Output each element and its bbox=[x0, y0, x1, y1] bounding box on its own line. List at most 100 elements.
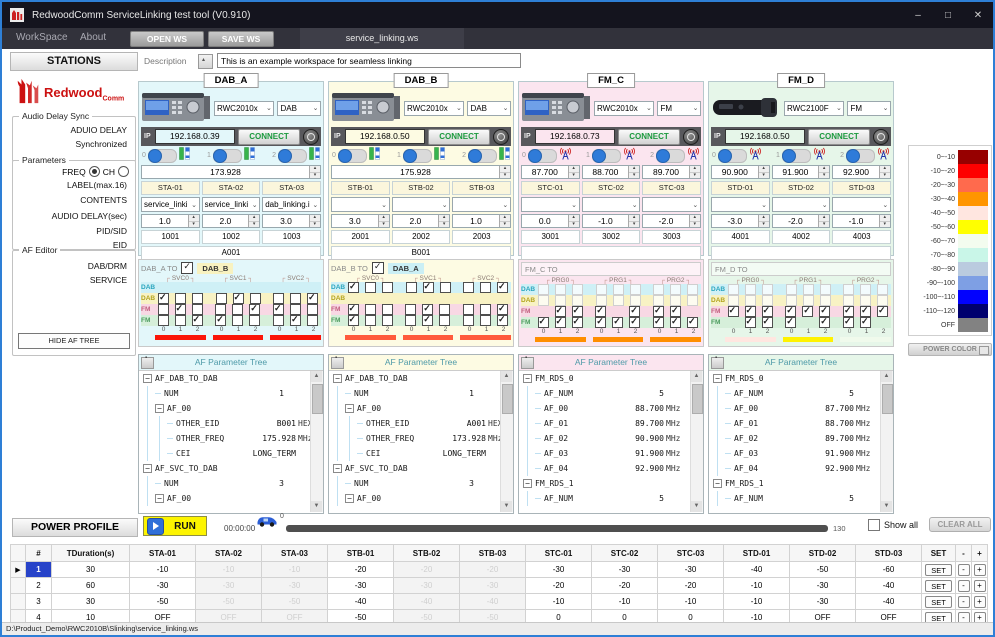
power-cell[interactable]: -40 bbox=[393, 593, 460, 610]
spin-down-icon[interactable]: ▾ bbox=[378, 221, 389, 227]
af-checkbox[interactable] bbox=[405, 304, 417, 315]
spin-down-icon[interactable]: ▾ bbox=[568, 172, 579, 178]
af-checkbox[interactable] bbox=[158, 292, 169, 304]
af-partner-checkbox[interactable] bbox=[371, 261, 384, 274]
frequency-field[interactable]: 92.900 ▴ ▾ bbox=[832, 165, 891, 179]
spin-down-icon[interactable]: ▾ bbox=[188, 221, 199, 227]
af-checkbox[interactable] bbox=[381, 304, 393, 315]
pid-sid-field[interactable]: 3003 bbox=[642, 230, 702, 244]
tree-expand-icon[interactable]: − bbox=[523, 374, 532, 383]
contents-select[interactable]: ⌄ bbox=[391, 197, 451, 212]
power-cell[interactable]: -50 bbox=[195, 593, 262, 610]
frequency-field[interactable]: 175.928 ▴ ▾ bbox=[331, 165, 511, 179]
tree-expand-icon[interactable]: − bbox=[143, 374, 152, 383]
spin-up-icon[interactable]: ▴ bbox=[378, 215, 389, 222]
af-checkbox[interactable] bbox=[290, 293, 301, 304]
contents-select[interactable]: service_linki ⌄ bbox=[141, 197, 200, 212]
spin-down-icon[interactable]: ▾ bbox=[879, 221, 890, 227]
ip-input[interactable]: 192.168.0.73 bbox=[534, 129, 615, 144]
power-cell[interactable]: -10 bbox=[657, 593, 724, 610]
save-ws-button[interactable]: SAVE WS bbox=[208, 31, 274, 47]
duration-cell[interactable]: 30 bbox=[51, 561, 130, 578]
af-checkbox[interactable] bbox=[595, 316, 607, 328]
eid-field[interactable]: A001 bbox=[141, 246, 321, 260]
station-label-field[interactable]: STA-03 bbox=[262, 181, 322, 195]
pid-sid-field[interactable]: 2002 bbox=[391, 230, 451, 244]
contents-select[interactable]: ⌄ bbox=[771, 197, 831, 212]
tree-expand-icon[interactable]: − bbox=[713, 374, 722, 383]
spin-up-icon[interactable]: ▴ bbox=[758, 215, 769, 222]
spin-up-icon[interactable]: ▴ bbox=[629, 215, 640, 222]
channel-toggle[interactable] bbox=[781, 148, 811, 163]
af-checkbox[interactable] bbox=[382, 282, 393, 293]
profile-progress-track[interactable] bbox=[286, 525, 828, 532]
af-checkbox[interactable] bbox=[381, 315, 393, 326]
af-checkbox[interactable] bbox=[157, 304, 169, 315]
audio-delay-field[interactable]: 0.0 ▴ ▾ bbox=[521, 214, 580, 228]
close-button[interactable]: ✕ bbox=[973, 9, 983, 21]
duration-cell[interactable]: 30 bbox=[51, 593, 130, 610]
pid-sid-field[interactable]: 1002 bbox=[201, 230, 261, 244]
tree-scrollbar[interactable]: ▲ ▼ bbox=[500, 371, 513, 512]
connect-button[interactable]: CONNECT bbox=[618, 128, 680, 145]
spin-up-icon[interactable]: ▴ bbox=[879, 166, 890, 173]
power-cell[interactable]: -30 bbox=[657, 561, 724, 578]
af-checkbox[interactable] bbox=[364, 304, 376, 315]
audio-delay-field[interactable]: 2.0 ▴ ▾ bbox=[201, 214, 261, 228]
power-cell[interactable]: -40 bbox=[855, 577, 922, 594]
power-cell[interactable]: -10 bbox=[591, 593, 658, 610]
power-cell[interactable]: -10 bbox=[261, 561, 328, 578]
mode-select[interactable]: DAB ⌄ bbox=[467, 100, 511, 116]
row-selector[interactable] bbox=[10, 577, 26, 594]
af-checkbox[interactable] bbox=[174, 315, 186, 326]
pid-sid-field[interactable]: 2003 bbox=[452, 230, 512, 244]
row-selector[interactable]: ▶ bbox=[10, 561, 26, 578]
power-cell[interactable]: -30 bbox=[393, 577, 460, 594]
af-checkbox[interactable] bbox=[232, 304, 244, 315]
audio-delay-field[interactable]: 1.0 ▴ ▾ bbox=[452, 214, 511, 228]
spin-up-icon[interactable]: ▴ bbox=[758, 166, 769, 173]
spin-down-icon[interactable]: ▾ bbox=[879, 172, 890, 178]
af-checkbox[interactable] bbox=[860, 316, 871, 328]
channel-toggle[interactable] bbox=[147, 148, 177, 163]
power-cell[interactable]: -50 bbox=[129, 593, 196, 610]
menu-workspace[interactable]: WorkSpace bbox=[16, 32, 68, 43]
model-select[interactable]: RWC2010x ⌄ bbox=[404, 100, 465, 116]
audio-delay-field[interactable]: 1.0 ▴ ▾ bbox=[141, 214, 200, 228]
remove-row-button[interactable]: - bbox=[957, 579, 970, 592]
pid-sid-field[interactable]: 4003 bbox=[832, 230, 892, 244]
spin-down-icon[interactable]: ▾ bbox=[819, 221, 830, 227]
audio-delay-field[interactable]: -3.0 ▴ ▾ bbox=[711, 214, 770, 228]
af-checkbox[interactable] bbox=[174, 303, 186, 315]
spin-up-icon[interactable]: ▴ bbox=[568, 166, 579, 173]
connection-status-icon[interactable] bbox=[873, 128, 889, 145]
frequency-field[interactable]: 87.700 ▴ ▾ bbox=[521, 165, 580, 179]
ch-radio[interactable] bbox=[118, 166, 129, 177]
spin-down-icon[interactable]: ▾ bbox=[819, 172, 830, 178]
tree-scrollbar[interactable]: ▲ ▼ bbox=[880, 371, 893, 512]
station-label-field[interactable]: STD-02 bbox=[771, 181, 831, 195]
power-color-button[interactable]: POWER COLOR bbox=[908, 343, 992, 356]
model-select[interactable]: RWC2010x ⌄ bbox=[214, 100, 275, 116]
af-checkbox[interactable] bbox=[727, 305, 739, 317]
mode-select[interactable]: DAB ⌄ bbox=[277, 100, 321, 116]
maximize-button[interactable]: □ bbox=[944, 9, 952, 21]
power-cell[interactable]: -20 bbox=[525, 577, 592, 594]
tree-collapse-button[interactable] bbox=[521, 355, 534, 369]
tree-expand-icon[interactable]: − bbox=[155, 494, 164, 503]
power-cell[interactable]: -10 bbox=[723, 577, 790, 594]
spin-up-icon[interactable]: ▴ bbox=[499, 215, 510, 222]
freq-radio[interactable] bbox=[88, 166, 100, 177]
mode-select[interactable]: FM ⌄ bbox=[847, 100, 891, 116]
af-checkbox[interactable] bbox=[629, 316, 641, 328]
profile-row[interactable]: ▶ 1 30 -10 -10 -10 -20 -20 -20 -30 -30 -30 -40 -50 -60… bbox=[10, 561, 988, 578]
set-button[interactable]: SET bbox=[925, 595, 952, 608]
af-checkbox[interactable] bbox=[307, 292, 318, 304]
pid-sid-field[interactable]: 1003 bbox=[262, 230, 322, 244]
channel-toggle[interactable] bbox=[212, 148, 242, 163]
model-select[interactable]: RWC2100F ⌄ bbox=[784, 100, 845, 116]
af-checkbox[interactable] bbox=[497, 281, 508, 293]
af-checkbox[interactable] bbox=[480, 315, 491, 326]
audio-delay-field[interactable]: -2.0 ▴ ▾ bbox=[771, 214, 831, 228]
tree-expand-icon[interactable]: − bbox=[143, 464, 152, 473]
